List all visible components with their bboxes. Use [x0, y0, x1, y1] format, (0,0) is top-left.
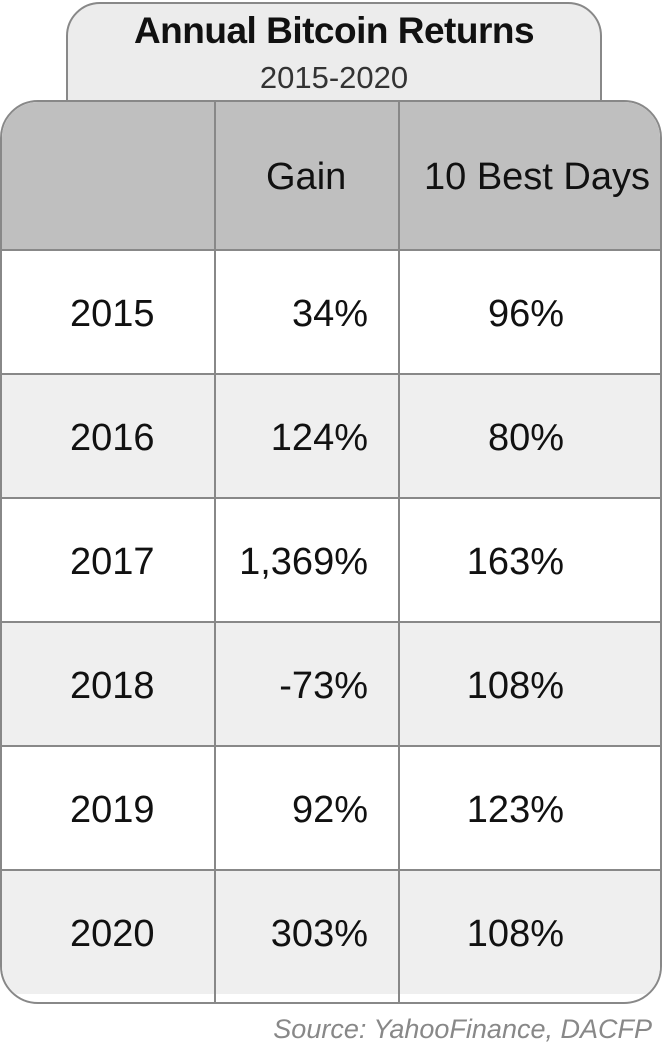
- year-cell: 2017: [70, 541, 155, 583]
- table-row: 2018 -73% 108%: [2, 622, 660, 746]
- table-header-row: Gain 10 Best Days: [2, 102, 660, 250]
- table-row: 2016 124% 80%: [2, 374, 660, 498]
- table-row: 2020 303% 108%: [2, 870, 660, 994]
- chart-title: Annual Bitcoin Returns: [133, 10, 535, 51]
- year-cell: 2018: [70, 665, 155, 707]
- row-divider: [2, 621, 660, 623]
- gain-cell: -73%: [279, 665, 368, 707]
- best-days-cell: 96%: [487, 293, 564, 335]
- row-divider: [2, 249, 660, 251]
- year-cell: 2020: [70, 913, 155, 955]
- table-row: 2019 92% 123%: [2, 746, 660, 870]
- year-cell: 2016: [70, 417, 155, 459]
- column-divider: [214, 102, 216, 1002]
- row-divider: [2, 745, 660, 747]
- best-days-cell: 108%: [466, 913, 564, 955]
- row-divider: [2, 497, 660, 499]
- gain-cell: 92%: [291, 789, 368, 831]
- column-divider: [398, 102, 400, 1002]
- gain-cell: 1,369%: [239, 541, 368, 583]
- row-divider: [2, 373, 660, 375]
- best-days-cell: 123%: [466, 789, 564, 831]
- year-cell: 2019: [70, 789, 155, 831]
- best-days-cell: 108%: [466, 665, 564, 707]
- table-row: 2015 34% 96%: [2, 250, 660, 374]
- row-divider: [2, 869, 660, 871]
- gain-cell: 34%: [291, 293, 368, 335]
- table-row: 2017 1,369% 163%: [2, 498, 660, 622]
- chart-subtitle: 2015-2020: [259, 60, 409, 95]
- gain-cell: 124%: [270, 417, 368, 459]
- best-days-cell: 163%: [466, 541, 564, 583]
- header-best-days: 10 Best Days: [424, 156, 650, 198]
- year-cell: 2015: [70, 293, 155, 335]
- source-note: Source: YahooFinance, DACFP: [273, 1014, 652, 1044]
- best-days-cell: 80%: [487, 417, 564, 459]
- gain-cell: 303%: [270, 913, 368, 955]
- returns-table: Gain 10 Best Days 2015 34% 96% 2016 124% 80% 2…: [0, 100, 662, 1004]
- header-gain: Gain: [266, 156, 347, 198]
